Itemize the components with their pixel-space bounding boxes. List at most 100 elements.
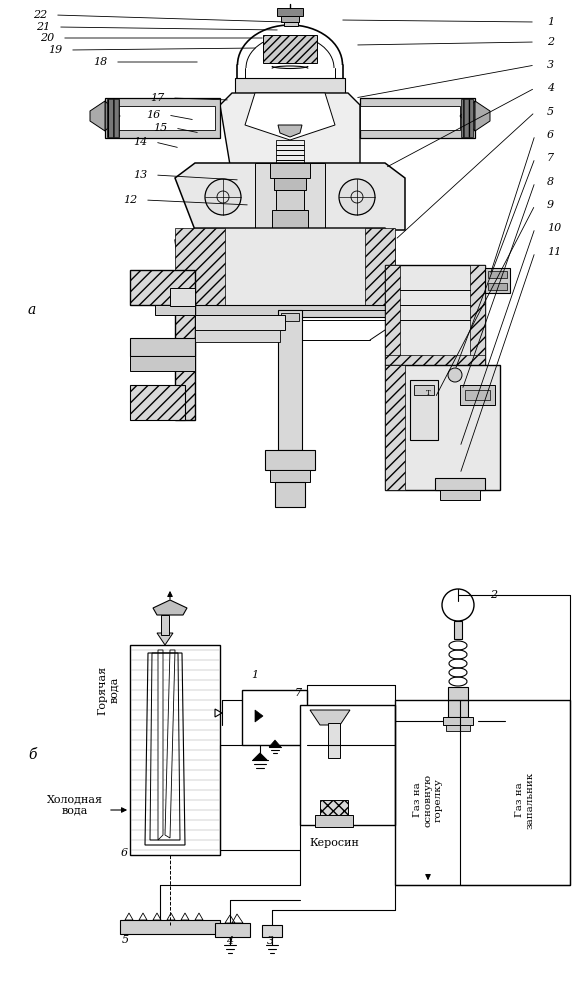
Polygon shape <box>153 600 187 615</box>
Polygon shape <box>158 650 163 840</box>
Bar <box>414 385 434 395</box>
Text: 6: 6 <box>547 130 554 140</box>
Text: 20: 20 <box>40 33 54 43</box>
Bar <box>242 690 307 745</box>
Text: б: б <box>28 748 36 762</box>
Bar <box>270 163 310 178</box>
Bar <box>281 313 299 321</box>
Polygon shape <box>253 753 267 760</box>
Text: Керосин: Керосин <box>309 838 359 848</box>
Text: 3: 3 <box>547 60 554 70</box>
Text: 11: 11 <box>547 247 561 257</box>
Text: Газ на
основную
горелку: Газ на основную горелку <box>413 774 443 827</box>
Bar <box>360 106 460 130</box>
Bar <box>235 78 345 93</box>
Text: 15: 15 <box>153 123 167 133</box>
Text: 7: 7 <box>295 688 302 698</box>
Bar <box>395 700 570 885</box>
Text: 5: 5 <box>547 107 554 117</box>
Circle shape <box>448 368 462 382</box>
Bar <box>365 228 395 310</box>
Bar <box>120 920 220 934</box>
Bar <box>315 815 353 827</box>
Bar <box>454 621 462 639</box>
Bar <box>170 288 195 306</box>
Polygon shape <box>245 93 335 140</box>
Bar <box>262 925 282 937</box>
Bar <box>488 271 507 278</box>
Bar <box>277 8 303 16</box>
Bar <box>488 283 507 290</box>
Bar <box>215 923 250 937</box>
Circle shape <box>205 179 241 215</box>
Bar <box>115 106 215 130</box>
Polygon shape <box>175 163 405 230</box>
Bar <box>185 305 405 317</box>
Bar <box>274 178 306 190</box>
Text: 13: 13 <box>133 170 147 180</box>
Text: 10: 10 <box>547 223 561 233</box>
Polygon shape <box>278 125 302 137</box>
Bar <box>448 687 468 717</box>
Polygon shape <box>90 101 105 131</box>
Bar <box>385 265 485 365</box>
Bar <box>410 380 438 440</box>
Bar <box>275 482 305 507</box>
Text: 4: 4 <box>227 936 234 946</box>
Bar <box>440 490 480 500</box>
Bar <box>284 22 298 26</box>
Polygon shape <box>157 633 173 645</box>
Bar <box>263 35 317 63</box>
Polygon shape <box>255 710 263 722</box>
Text: 9: 9 <box>547 200 554 210</box>
Text: 21: 21 <box>36 22 50 32</box>
Text: 22: 22 <box>33 10 47 20</box>
Text: Газ на
запальник: Газ на запальник <box>515 772 535 829</box>
Polygon shape <box>475 101 490 131</box>
Text: 18: 18 <box>93 57 107 67</box>
Bar <box>465 390 490 400</box>
Bar <box>461 99 473 137</box>
Text: 5: 5 <box>121 935 128 945</box>
Bar <box>276 145 304 150</box>
Text: a: a <box>28 303 36 317</box>
Bar <box>443 717 473 725</box>
Text: 2: 2 <box>547 37 554 47</box>
Bar <box>195 315 285 330</box>
Polygon shape <box>220 93 360 165</box>
Text: 16: 16 <box>146 110 160 120</box>
Text: 1: 1 <box>547 17 554 27</box>
Bar <box>155 305 195 315</box>
Text: Холодная
вода: Холодная вода <box>47 795 103 816</box>
Bar <box>272 210 308 230</box>
Text: T: T <box>426 389 430 397</box>
Bar <box>435 478 485 490</box>
Text: 12: 12 <box>123 195 137 205</box>
Bar <box>130 356 195 371</box>
Circle shape <box>339 179 375 215</box>
Bar <box>276 140 304 145</box>
Polygon shape <box>269 740 281 747</box>
Bar <box>276 150 304 155</box>
Polygon shape <box>105 101 120 131</box>
Text: 17: 17 <box>150 93 164 103</box>
Polygon shape <box>175 228 395 310</box>
Bar <box>276 190 304 210</box>
Polygon shape <box>165 650 175 838</box>
Bar <box>175 228 225 310</box>
Bar <box>281 16 299 22</box>
Bar <box>265 450 315 470</box>
Bar <box>270 470 310 482</box>
Bar <box>278 310 302 450</box>
Bar <box>385 365 500 490</box>
Bar <box>130 645 220 855</box>
Bar <box>276 155 304 160</box>
Bar <box>385 355 485 365</box>
Bar <box>255 163 325 230</box>
Bar <box>385 365 405 490</box>
Bar <box>107 99 119 137</box>
Text: 14: 14 <box>133 137 147 147</box>
Bar <box>300 705 395 825</box>
Bar <box>460 385 495 405</box>
Bar <box>446 725 470 731</box>
